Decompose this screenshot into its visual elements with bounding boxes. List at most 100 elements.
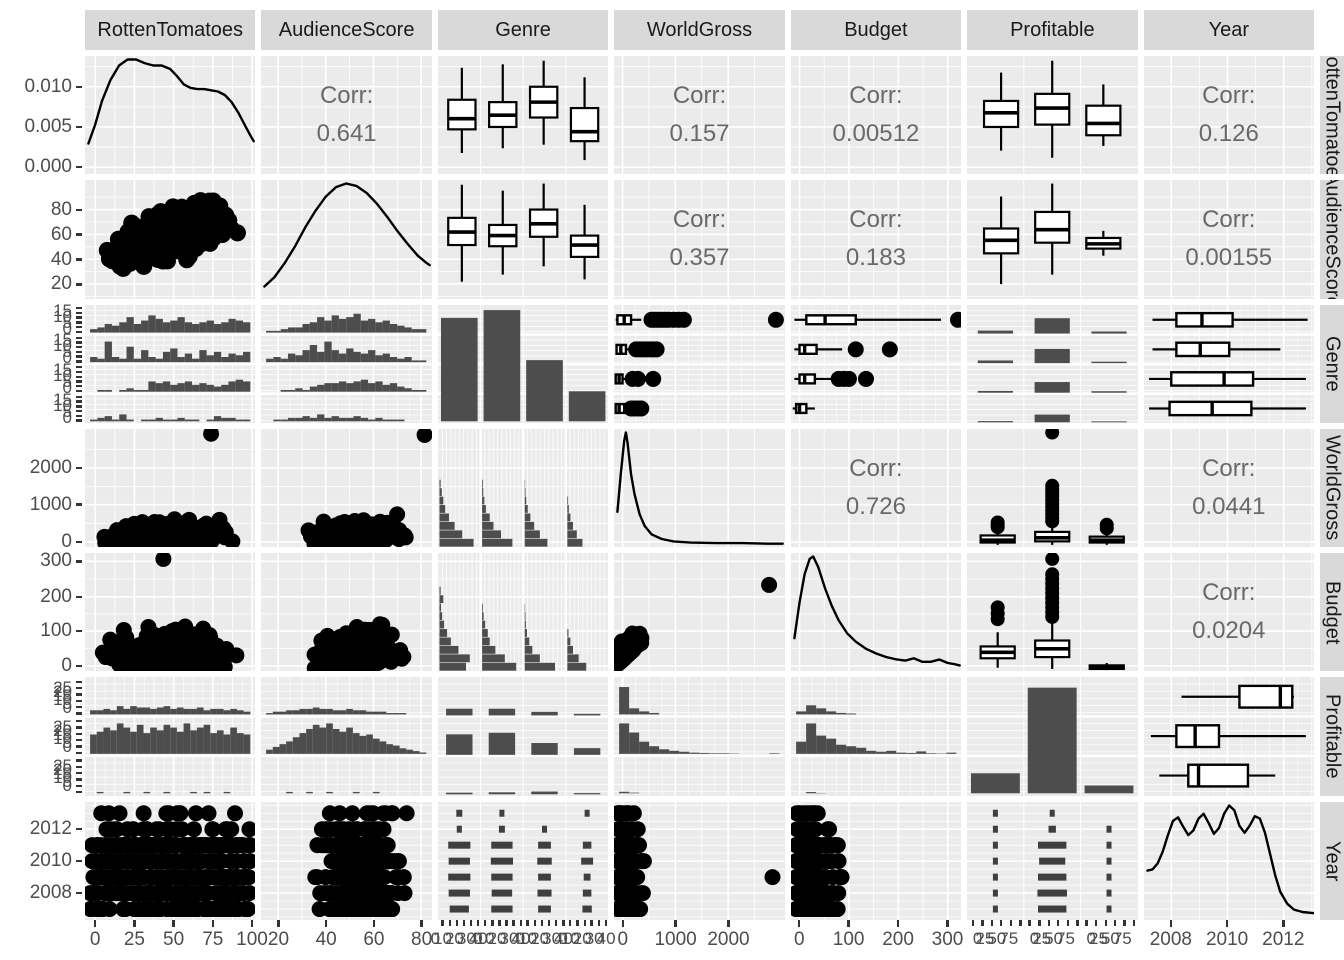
- x-axis-tick-label: 50: [1044, 929, 1064, 948]
- x-axis-tick-mark: [498, 920, 501, 926]
- y-axis-tick-label: 10: [53, 336, 72, 356]
- y-axis-tick-label: 15: [53, 685, 72, 705]
- x-axis-tick-mark: [477, 920, 480, 926]
- x-axis-tick-label: 20: [487, 929, 507, 948]
- x-axis-tick-mark: [896, 920, 900, 927]
- panel-r7c7-density: [1143, 801, 1314, 920]
- y-axis-tick-mark: [76, 765, 82, 769]
- correlation-text: Corr: 0.726: [791, 429, 961, 547]
- x-axis-tick-mark: [1104, 920, 1107, 926]
- y-axis-tick-mark: [76, 405, 82, 408]
- y-axis-tick-label: 0.010: [24, 75, 72, 97]
- corr-value: 0.00512: [832, 120, 920, 148]
- corr-value: 0.126: [1198, 120, 1259, 148]
- x-axis-tick-label: 75: [202, 929, 224, 950]
- x-axis-tick-mark: [250, 920, 254, 927]
- x-axis-tick-mark: [1133, 920, 1136, 926]
- panel-r4c4-density: [614, 428, 785, 548]
- x-axis-tick-mark: [1085, 920, 1088, 926]
- x-axis-tick-mark: [469, 920, 473, 926]
- x-axis-facet-labels: 0 10 20 30 40: [484, 929, 604, 949]
- x-axis-tick-mark: [1028, 920, 1031, 926]
- y-axis-tick-mark: [76, 759, 82, 762]
- y-axis-tick-mark: [76, 560, 82, 563]
- strip-right-label: Year: [1321, 840, 1344, 882]
- x-axis-tick-label: 25: [1032, 929, 1052, 948]
- x-axis-facet-labels: 0 10 20 30 40: [527, 929, 647, 949]
- panel-r2c6-boxv: [967, 180, 1138, 299]
- panel-r6c5-fhh: [790, 677, 962, 796]
- x-axis-tick-mark: [798, 920, 801, 927]
- y-axis-tick-mark: [76, 705, 82, 709]
- y-axis-facet-labels: 15 10 5 0: [2, 391, 72, 426]
- y-axis-tick-mark: [76, 540, 82, 543]
- correlation-text: Corr: 0.126: [1144, 56, 1314, 174]
- strip-top-label: Profitable: [1010, 18, 1095, 41]
- x-axis-tick-label: 0: [1086, 929, 1096, 948]
- panel-r3c5-boxh: [790, 304, 962, 423]
- x-axis-facet-labels: 0 10 20 30 40: [399, 929, 519, 949]
- x-axis-tick-label: 100: [236, 929, 268, 950]
- y-axis-tick-label: 0: [62, 737, 72, 757]
- x-axis-tick-mark: [172, 920, 175, 927]
- panel-r1c2-corr: Corr: 0.641: [261, 56, 432, 175]
- x-axis-tick-mark: [1009, 920, 1013, 926]
- x-axis-tick-mark: [94, 920, 97, 927]
- y-axis-facet-labels: 25 20 15 10 5 0: [2, 756, 72, 795]
- corr-label: Corr:: [849, 454, 903, 482]
- y-axis-tick-label: 5: [62, 693, 72, 713]
- strip-right-year: Year: [1320, 801, 1344, 920]
- x-axis-tick-mark: [211, 920, 214, 927]
- x-axis-tick-mark: [569, 920, 572, 926]
- y-axis-tick-mark: [76, 414, 82, 417]
- y-axis-tick-label: 300: [40, 550, 72, 572]
- y-axis-tick-mark: [76, 790, 82, 794]
- panel-r7c3-dash: [437, 801, 609, 920]
- y-axis-tick-label: 0: [62, 377, 72, 397]
- corr-value: 0.357: [669, 244, 730, 272]
- strip-top-label: RottenTomatoes: [97, 18, 244, 41]
- panel-r3c4-boxh: [614, 304, 785, 423]
- panel-r7c2-yscatter: [261, 801, 432, 920]
- x-axis-tick-mark: [519, 920, 523, 926]
- x-axis-tick-label: 75: [999, 929, 1019, 948]
- x-axis-tick-mark: [324, 920, 328, 927]
- corr-label: Corr:: [1202, 206, 1256, 234]
- x-axis-tick-label: 40: [554, 929, 573, 948]
- x-axis-facet-labels: 0 25 50 75: [992, 929, 1112, 949]
- correlation-text: Corr: 0.357: [614, 180, 784, 298]
- x-axis-tick-mark: [1076, 920, 1079, 926]
- x-axis-tick-mark: [1123, 920, 1126, 926]
- panel-r7c6-dash: [967, 801, 1138, 920]
- x-axis-tick-mark: [277, 920, 280, 927]
- x-axis-tick-mark: [1094, 920, 1098, 926]
- y-axis-tick-label: 40: [50, 248, 72, 270]
- y-axis-tick-label: 15: [53, 330, 72, 350]
- y-axis-tick-label: 0.005: [24, 115, 72, 137]
- y-axis-tick-mark: [76, 778, 82, 781]
- strip-right-profitable: Profitable: [1320, 677, 1344, 796]
- x-axis-tick-mark: [1282, 920, 1285, 927]
- y-axis-tick-mark: [76, 595, 82, 599]
- x-axis-tick-mark: [505, 920, 508, 926]
- corr-value: 0.00155: [1185, 244, 1273, 272]
- y-axis-tick-mark: [76, 233, 82, 236]
- strip-right-audiencescore: AudienceScore: [1320, 180, 1344, 299]
- y-axis-tick-mark: [76, 306, 82, 310]
- x-axis-tick-mark: [420, 920, 423, 927]
- x-axis-tick-label: 0: [1029, 929, 1040, 948]
- panel-r2c1-scatter: [85, 180, 256, 299]
- x-axis-tick-mark: [576, 920, 579, 926]
- correlation-text: Corr: 0.157: [614, 56, 784, 174]
- panel-r6c1-fhh: [85, 677, 256, 796]
- x-axis-tick-mark: [946, 920, 949, 927]
- x-axis-tick-label: 40: [511, 929, 531, 948]
- y-axis-tick-mark: [76, 165, 82, 169]
- corr-value: 0.183: [845, 244, 906, 272]
- y-axis-tick-label: 2000: [29, 456, 72, 478]
- y-axis-tick-mark: [76, 772, 82, 775]
- x-axis-tick-label: 10: [433, 929, 452, 948]
- x-axis-tick-label: 200: [882, 929, 914, 950]
- x-axis-tick-label: 25: [123, 929, 145, 950]
- y-axis-tick-mark: [76, 85, 82, 88]
